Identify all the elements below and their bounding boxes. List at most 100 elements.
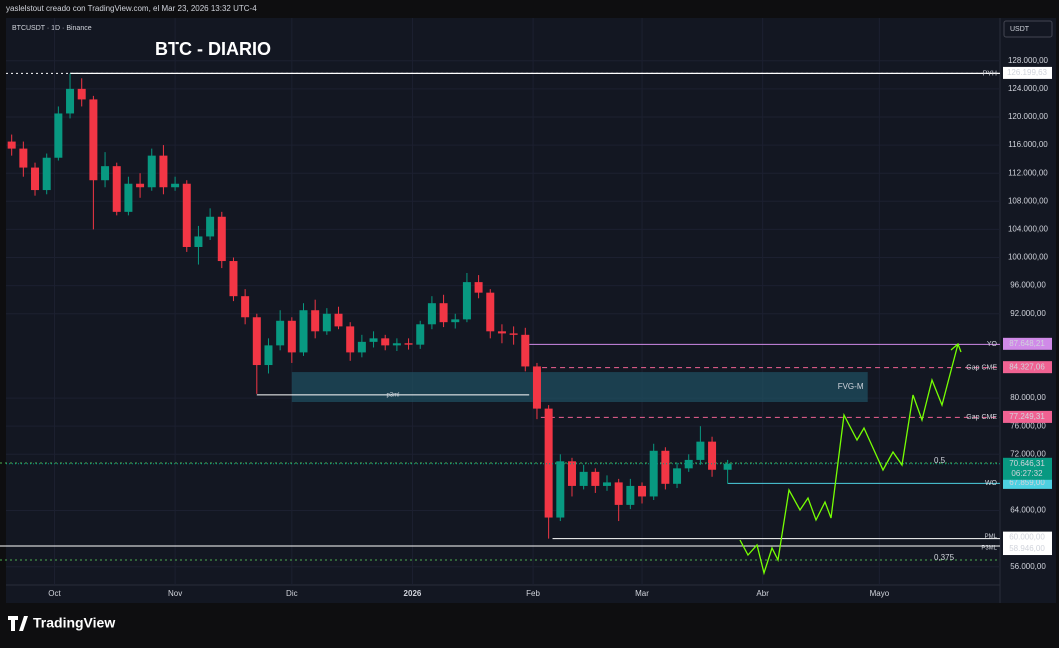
candle-body [112,166,121,212]
candle-body [124,183,133,212]
level-tag: PYH [983,70,997,77]
candle-body [54,113,63,158]
chart-pane [6,18,1000,603]
candle-body [381,338,390,346]
fvg-label: FVG-M [838,382,864,391]
y-tick-label: 92.000,00 [1010,309,1046,318]
candle-body [497,331,506,334]
candle-body [708,441,717,470]
candle-body [723,463,732,470]
candle-body [556,461,565,518]
y-tick-label: 100.000,00 [1008,253,1049,262]
price-box [1003,531,1052,544]
candle-body [241,296,250,318]
currency-label[interactable]: USDT [1010,26,1030,33]
y-tick-label: 116.000,00 [1008,140,1048,149]
candle-body [19,148,28,168]
level-tag: WO [985,480,998,487]
candle-body [661,450,670,484]
candle-body [171,183,180,188]
candle-body [136,183,145,188]
p3ml-label: p3ml [386,392,399,398]
price-box [1003,410,1052,423]
level-tag: Gap CME [966,365,997,372]
x-tick-label: 2026 [404,589,422,598]
candle-body [276,320,285,346]
price-box-label: 77.249,31 [1009,412,1045,421]
candle-body [311,310,320,332]
candle-body [591,471,600,486]
y-tick-label: 56.000,00 [1010,562,1046,571]
candle-body [42,157,51,191]
candle-body [696,441,705,460]
candle-body [101,166,110,181]
y-tick-label: 124.000,00 [1008,84,1049,93]
y-tick-label: 128.000,00 [1008,56,1049,65]
projection-arrow [950,342,962,353]
candle-body [416,324,425,345]
candle-body [7,141,16,149]
candle-body [521,334,530,367]
candle-body [567,461,576,486]
candle-body [392,343,401,346]
y-tick-label: 80.000,00 [1010,393,1046,402]
y-tick-label: 108.000,00 [1008,196,1049,205]
candle-body [673,468,682,484]
price-box-label: 87.648,21 [1009,339,1045,348]
x-tick-label: Mar [635,589,649,598]
price-box [1003,476,1052,489]
candle-body [346,326,355,353]
candle-body [299,310,308,353]
x-tick-label: Nov [168,589,182,598]
candle-body [206,216,215,237]
x-tick-label: Oct [48,589,61,598]
level-tag: PML [985,534,998,540]
candle-body [66,88,75,114]
candle-body [194,236,203,247]
candle-body [474,282,483,293]
candle-body [229,261,238,297]
attribution: yaslelstout creado con TradingView.com, … [6,4,257,13]
price-box [1003,66,1052,79]
candle-body [462,282,471,320]
price-box [1003,361,1052,374]
fib-label: 0,375 [934,553,955,562]
countdown: 06:27:32 [1011,469,1043,478]
candle-body [31,167,40,191]
price-box-label: 126.199,63 [1007,68,1048,77]
fvg-zone [291,372,868,403]
candle-body [649,450,658,497]
candle-body [451,319,460,323]
candle-body [369,338,378,342]
price-box-label: 84.327,06 [1009,362,1045,371]
price-axis-pane [1000,18,1056,603]
y-tick-label: 112.000,00 [1008,168,1048,177]
candle-body [182,183,191,247]
x-tick-label: Abr [756,589,769,598]
candle-body [638,485,647,497]
candle-body [532,366,541,409]
candle-body [544,408,553,518]
candle-body [684,459,693,469]
symbol-info: BTCUSDT · 1D · Binance [12,25,92,32]
candle-body [322,313,331,332]
price-box-label: 67.859,00 [1009,478,1045,487]
candle-body [626,485,635,505]
candle-body [252,317,261,366]
candle-body [264,345,273,366]
x-tick-label: Mayo [870,589,890,598]
brand-logo [8,616,28,631]
y-tick-label: 76.000,00 [1010,421,1046,430]
currency-button[interactable] [1003,20,1053,38]
last-price-label: 70.646,31 [1009,459,1045,468]
candle-body [509,333,518,335]
candle-body [357,341,366,353]
candle-body [89,99,98,181]
level-tag: P3ML [981,546,997,552]
price-box-label: 58.946,00 [1009,544,1045,553]
candle-body [603,482,612,486]
x-tick-label: Feb [526,589,540,598]
candle-body [427,303,436,325]
chart-title: BTC - DIARIO [155,39,271,59]
